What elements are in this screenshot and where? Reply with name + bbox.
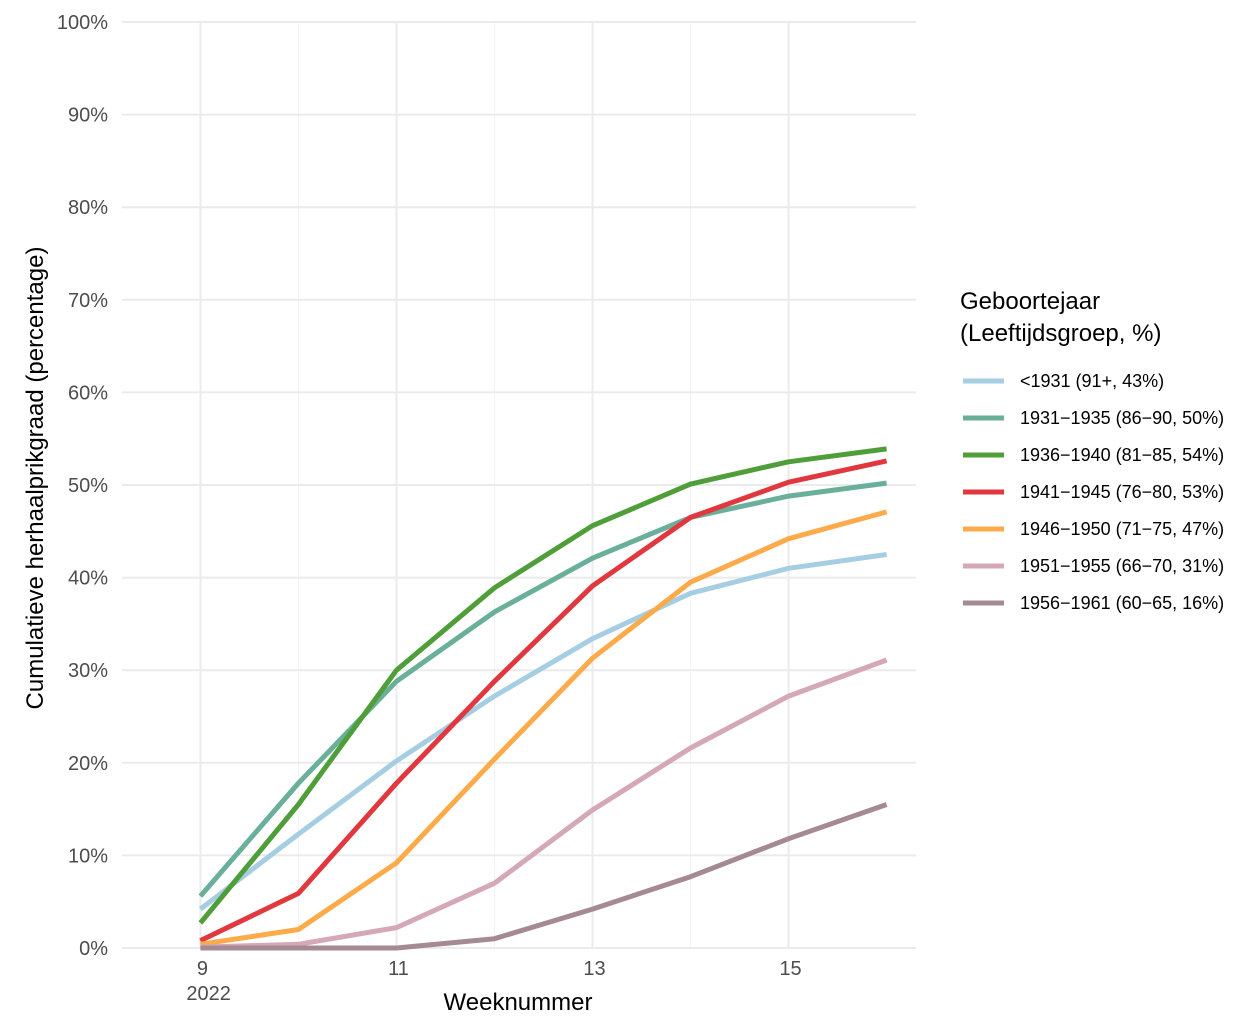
- legend-item: 1936−1940 (81−85, 54%): [963, 445, 1224, 465]
- series-line-2: [198, 480, 887, 898]
- series-line-3: [198, 446, 887, 925]
- legend-title-line1: Geboortejaar: [960, 288, 1100, 315]
- x-year-label: 2022: [186, 983, 231, 1005]
- y-tick-label: 20%: [68, 753, 108, 775]
- legend-item: 1956−1961 (60−65, 16%): [963, 593, 1224, 613]
- series-line-1: [198, 552, 887, 912]
- x-tick-label: 15: [779, 958, 801, 980]
- x-tick-label: 11: [388, 958, 409, 980]
- legend-label: 1931−1935 (86−90, 50%): [1020, 408, 1224, 428]
- legend-label: 1951−1955 (66−70, 31%): [1020, 556, 1224, 576]
- series-line-6: [200, 657, 888, 950]
- y-tick-label: 70%: [68, 290, 108, 312]
- grid: [122, 21, 916, 949]
- x-tick-label: 13: [583, 958, 605, 980]
- series-line-5: [200, 509, 888, 947]
- y-axis-ticks: 0% 10% 20% 30% 40% 50% 60% 70% 80% 90% 100%: [57, 12, 108, 960]
- x-tick-label: 9: [197, 958, 208, 980]
- series-lines: [198, 446, 888, 951]
- legend-item: 1931−1935 (86−90, 50%): [963, 408, 1224, 428]
- y-tick-label: 40%: [68, 568, 108, 590]
- legend-item: <1931 (91+, 43%): [963, 371, 1164, 391]
- legend-item: 1946−1950 (71−75, 47%): [963, 519, 1224, 539]
- series-line-4: [199, 458, 888, 943]
- legend-items: <1931 (91+, 43%) 1931−1935 (86−90, 50%) 19…: [963, 371, 1224, 613]
- y-tick-label: 10%: [68, 845, 108, 867]
- series-line-7: [200, 802, 888, 951]
- legend-label: <1931 (91+, 43%): [1020, 371, 1164, 391]
- legend-label: 1941−1945 (76−80, 53%): [1020, 482, 1224, 502]
- y-axis-title: Cumulatieve herhaalprikgraad (percentage…: [22, 247, 49, 710]
- legend-item: 1951−1955 (66−70, 31%): [963, 556, 1224, 576]
- y-tick-label: 60%: [68, 382, 108, 404]
- y-tick-label: 50%: [68, 475, 108, 497]
- x-axis-ticks: 9 11 13 15 2022: [186, 958, 801, 1005]
- legend: Geboortejaar (Leeftijdsgroep, %) <1931 (…: [960, 288, 1224, 613]
- y-tick-label: 30%: [68, 660, 108, 682]
- legend-label: 1956−1961 (60−65, 16%): [1020, 593, 1224, 613]
- legend-title-line2: (Leeftijdsgroep, %): [960, 320, 1161, 347]
- y-tick-label: 90%: [68, 105, 108, 127]
- y-tick-label: 80%: [68, 197, 108, 219]
- legend-label: 1946−1950 (71−75, 47%): [1020, 519, 1224, 539]
- legend-label: 1936−1940 (81−85, 54%): [1020, 445, 1224, 465]
- legend-item: 1941−1945 (76−80, 53%): [963, 482, 1224, 502]
- y-tick-label: 100%: [57, 12, 108, 34]
- x-axis-title: Weeknummer: [444, 989, 593, 1016]
- y-tick-label: 0%: [79, 938, 108, 960]
